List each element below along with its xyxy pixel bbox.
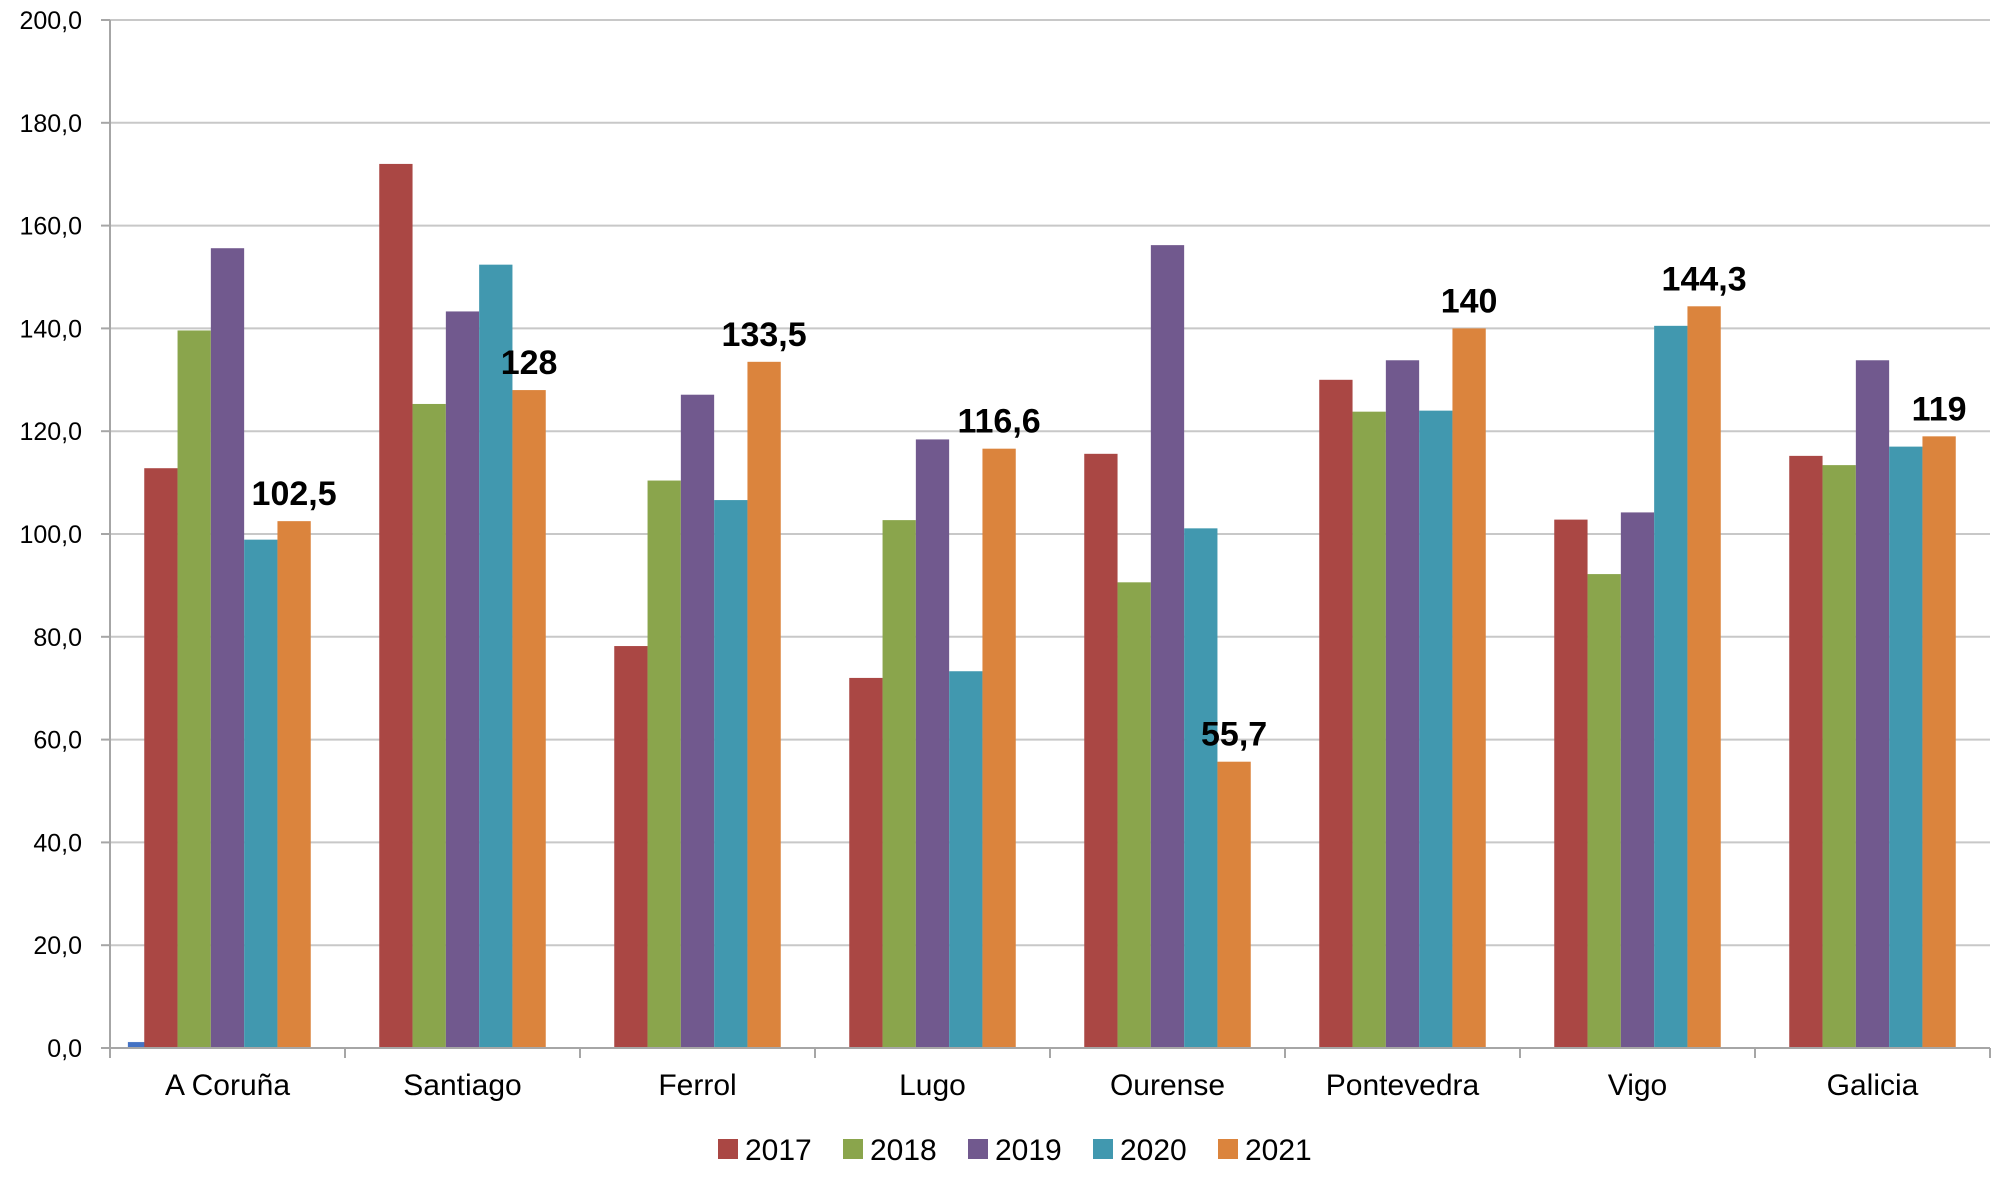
bar-2021 (1687, 306, 1721, 1049)
axes: 0,0 20,0 40,0 60,0 80,0 100,0 120,0 140,0 160,0 1… (19, 7, 1991, 1102)
bar-2018 (1587, 574, 1621, 1048)
data-label: 116,6 (957, 403, 1040, 441)
bar-2017 (379, 163, 413, 1049)
legend-label: 2017 (745, 1134, 812, 1167)
data-label: 133,5 (722, 316, 807, 354)
x-tick-label: Galicia (1827, 1069, 1919, 1102)
x-tick-label: Lugo (899, 1069, 966, 1102)
x-tick-label: Pontevedra (1326, 1069, 1480, 1102)
bar-2021 (1452, 328, 1486, 1048)
data-labels: 102,5 128 133,5 116,6 55,7 140 144,3 119 (252, 260, 1967, 753)
y-tick-label: 0,0 (47, 1035, 82, 1063)
bar-2019 (1150, 245, 1185, 1048)
legend-label: 2020 (1120, 1134, 1187, 1167)
bar-2018 (177, 330, 211, 1048)
x-tick-label: Santiago (403, 1069, 521, 1102)
legend-swatch (1093, 1139, 1113, 1159)
bar-2020 (714, 500, 748, 1048)
legend-swatch (968, 1139, 988, 1159)
bar-2021 (1217, 761, 1251, 1048)
bar-2020 (244, 539, 278, 1048)
bar-2018 (412, 403, 446, 1048)
bar-2018 (1352, 411, 1386, 1049)
bar-2020 (1419, 410, 1453, 1048)
bar-2020 (479, 264, 513, 1048)
x-tick-label: A Coruña (165, 1069, 290, 1102)
bar-2020 (1889, 446, 1923, 1048)
legend-swatch (843, 1139, 863, 1159)
bar-2017 (849, 677, 883, 1048)
x-tick-label: Vigo (1608, 1069, 1668, 1102)
data-label: 140 (1441, 282, 1498, 320)
legend: 2017 2018 2019 2020 2021 (718, 1134, 1312, 1167)
data-label: 55,7 (1201, 716, 1267, 754)
data-label: 128 (501, 344, 558, 382)
legend-swatch (718, 1139, 738, 1159)
x-tick-label: Ourense (1110, 1069, 1225, 1102)
bar-2021 (982, 448, 1016, 1048)
bar-2019 (1385, 360, 1420, 1048)
data-label: 144,3 (1662, 260, 1747, 298)
bar-2021 (512, 390, 546, 1049)
legend-label: 2019 (995, 1134, 1062, 1167)
bar-2021 (1922, 436, 1956, 1049)
y-tick-label: 200,0 (19, 7, 82, 35)
y-tick-label: 40,0 (33, 829, 82, 857)
bar-2018 (1822, 465, 1856, 1048)
bar-2018 (1117, 582, 1151, 1048)
bar-2018 (882, 520, 916, 1048)
y-tick-label: 120,0 (19, 418, 82, 446)
bar-2020 (949, 671, 983, 1048)
bar-2019 (1620, 512, 1655, 1048)
y-tick-label: 100,0 (19, 521, 82, 549)
bar-2019 (1855, 360, 1890, 1048)
bars (127, 163, 1956, 1049)
data-label: 119 (1912, 390, 1967, 428)
legend-label: 2021 (1245, 1134, 1312, 1167)
bar-2017 (614, 646, 648, 1048)
bar-2018 (647, 480, 681, 1048)
y-tick-label: 60,0 (33, 727, 82, 755)
bar-2021 (747, 361, 781, 1048)
x-tick-label: Ferrol (658, 1069, 736, 1102)
y-tick-label: 180,0 (19, 110, 82, 138)
bar-2019 (915, 439, 950, 1048)
data-label: 102,5 (252, 475, 337, 513)
legend-swatch (1218, 1139, 1238, 1159)
bar-2019 (445, 311, 480, 1048)
bar-2017 (1554, 519, 1588, 1048)
y-tick-label: 140,0 (19, 315, 82, 343)
bar-2017 (1319, 379, 1353, 1048)
y-tick-label: 20,0 (33, 932, 82, 960)
bar-2017 (144, 468, 178, 1048)
legend-label: 2018 (870, 1134, 937, 1167)
bar-2019 (210, 248, 245, 1048)
bar-2017 (1084, 453, 1118, 1048)
bar-2017 (1789, 455, 1823, 1048)
bar-2020 (1654, 325, 1688, 1049)
y-tick-label: 80,0 (33, 624, 82, 652)
bar-2021 (277, 521, 311, 1048)
y-tick-label: 160,0 (19, 213, 82, 241)
bar-2020 (1184, 528, 1218, 1048)
bar-2019 (680, 394, 715, 1048)
